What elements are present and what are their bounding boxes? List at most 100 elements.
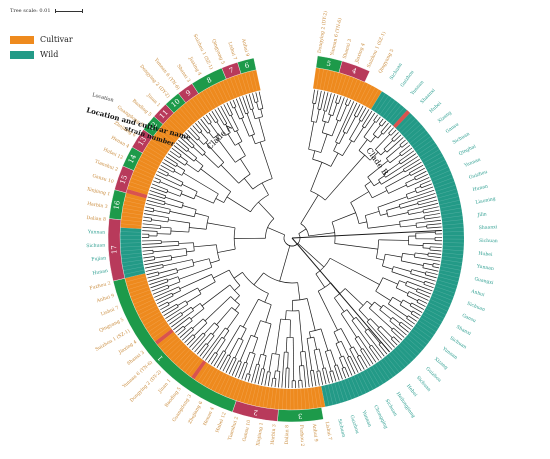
branch-line bbox=[199, 345, 209, 357]
outer-label: Baoding 5 bbox=[131, 98, 153, 118]
branch-line bbox=[235, 361, 242, 378]
branch-line bbox=[178, 139, 190, 150]
branch-line bbox=[325, 367, 330, 384]
cell-divider bbox=[145, 317, 164, 329]
leaf-connector bbox=[396, 129, 397, 131]
branch-line bbox=[158, 301, 168, 308]
branch-line bbox=[144, 259, 172, 266]
cell-divider bbox=[122, 263, 144, 267]
branch-line bbox=[202, 327, 226, 359]
branch-line bbox=[385, 156, 419, 178]
branch-arc bbox=[363, 136, 371, 143]
branch-line bbox=[364, 331, 385, 357]
outer-label: Dalian 8 bbox=[284, 425, 290, 445]
branch-line bbox=[388, 184, 407, 194]
branch-arc bbox=[405, 183, 408, 188]
branch-line bbox=[386, 145, 402, 159]
cell-divider bbox=[150, 323, 168, 336]
branch-line bbox=[385, 253, 402, 258]
cell-divider bbox=[436, 188, 457, 195]
branch-line bbox=[310, 103, 315, 122]
branch-arc bbox=[385, 187, 389, 194]
branch-line bbox=[151, 219, 169, 223]
branch-line bbox=[341, 368, 346, 379]
branch-line bbox=[408, 291, 429, 301]
cell-divider bbox=[120, 227, 142, 230]
leaf-connector bbox=[414, 324, 416, 325]
branch-line bbox=[189, 127, 200, 139]
cell-divider bbox=[426, 159, 446, 170]
branch-line bbox=[393, 266, 412, 272]
branch-line bbox=[168, 287, 198, 304]
cell-divider bbox=[352, 80, 362, 100]
branch-line bbox=[234, 340, 244, 359]
cell-divider bbox=[385, 102, 399, 120]
branch-line bbox=[409, 164, 424, 174]
branch-line bbox=[257, 354, 262, 365]
branch-arc bbox=[192, 259, 195, 266]
branch-line bbox=[369, 307, 393, 330]
branch-arc bbox=[180, 182, 184, 187]
branch-line bbox=[358, 309, 369, 321]
cell-divider bbox=[360, 372, 370, 392]
branch-line bbox=[380, 325, 393, 339]
branch-line bbox=[316, 109, 320, 123]
cell-divider bbox=[130, 289, 151, 298]
branch-line bbox=[192, 125, 200, 134]
cell-divider bbox=[144, 149, 163, 161]
outer-label: Gansu 10 bbox=[241, 419, 252, 442]
branch-arc bbox=[167, 217, 169, 222]
outer-label: Shanxi 3 bbox=[342, 38, 354, 59]
branch-arc bbox=[416, 288, 418, 292]
cell-divider bbox=[429, 166, 449, 176]
branch-line bbox=[408, 211, 424, 215]
cell-divider bbox=[413, 136, 431, 149]
branch-line bbox=[334, 297, 345, 312]
branch-line bbox=[274, 370, 276, 379]
outer-label: Fuzhou 2 bbox=[89, 280, 112, 291]
leaf-connector bbox=[394, 347, 396, 349]
leaf-connector bbox=[380, 115, 382, 117]
leaf-connector bbox=[172, 329, 174, 331]
cell-divider bbox=[168, 118, 184, 134]
cell-divider bbox=[210, 371, 222, 390]
cell-divider bbox=[397, 115, 413, 131]
outer-label: Dongying 2 (DY-2) bbox=[128, 368, 163, 403]
outer-label: Shaanxi bbox=[479, 224, 498, 231]
branch-line bbox=[308, 232, 335, 237]
branch-line bbox=[382, 277, 398, 285]
cell-divider bbox=[297, 388, 299, 410]
cell-divider bbox=[423, 311, 443, 322]
branch-line bbox=[410, 273, 436, 282]
group-label: 3 bbox=[298, 412, 303, 420]
outer-label: Yunnan 6 (YN-6) bbox=[328, 17, 343, 57]
branch-line bbox=[428, 252, 442, 255]
branch-line bbox=[200, 168, 231, 192]
branch-line bbox=[417, 288, 432, 295]
outer-label: Anhui 9 bbox=[311, 422, 319, 442]
branch-arc bbox=[351, 317, 357, 321]
cell-divider bbox=[430, 170, 451, 179]
branch-line bbox=[398, 324, 409, 333]
branch-line bbox=[391, 132, 399, 140]
branch-line bbox=[407, 189, 435, 200]
branch-line bbox=[258, 201, 275, 219]
branch-arc bbox=[331, 221, 336, 244]
outer-label: Sichuan bbox=[479, 238, 498, 244]
branch-line bbox=[347, 99, 352, 106]
branch-line bbox=[281, 352, 285, 388]
cell-divider bbox=[129, 286, 150, 294]
cell-divider bbox=[377, 362, 391, 380]
outer-label: Sichuan bbox=[389, 62, 404, 81]
leaf-connector bbox=[412, 326, 414, 328]
cell-divider bbox=[441, 256, 463, 259]
leaf-connector bbox=[399, 342, 401, 344]
cell-divider bbox=[248, 71, 255, 92]
branch-line bbox=[264, 371, 268, 386]
branch-arc bbox=[424, 271, 427, 275]
branch-line bbox=[147, 274, 160, 279]
cell-divider bbox=[131, 292, 152, 301]
outer-label: Hubei 12 bbox=[214, 411, 227, 433]
branch-line bbox=[161, 241, 179, 243]
cell-divider bbox=[349, 78, 358, 99]
